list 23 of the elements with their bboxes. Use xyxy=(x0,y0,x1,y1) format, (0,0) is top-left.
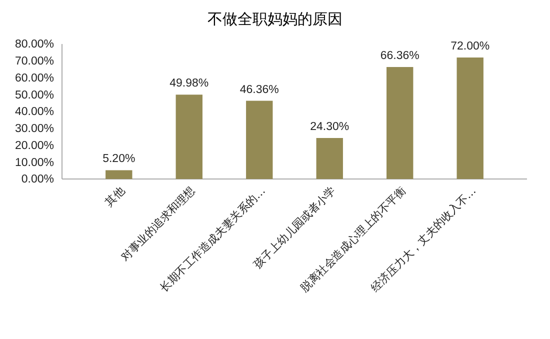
y-tick-label: 0.00% xyxy=(21,174,54,186)
data-label: 46.36% xyxy=(240,84,279,96)
bar xyxy=(246,100,273,179)
bar xyxy=(316,138,343,179)
bar xyxy=(456,58,484,179)
bar xyxy=(176,94,202,179)
data-label: 66.36% xyxy=(380,50,420,62)
y-tick-label: 50.00% xyxy=(14,89,54,102)
bar xyxy=(386,67,414,179)
y-tick-label: 40.00% xyxy=(14,106,54,118)
chart-title: 不做全职妈妈的原因 xyxy=(208,10,342,28)
y-tick-label: 10.00% xyxy=(14,156,54,169)
bar xyxy=(106,170,132,179)
y-tick-label: 60.00% xyxy=(14,72,54,84)
data-label: 49.98% xyxy=(170,78,209,90)
y-tick-label: 30.00% xyxy=(14,123,54,136)
y-tick-label: 20.00% xyxy=(14,140,54,152)
x-tick-label: 其他 xyxy=(102,184,128,210)
data-label: 24.30% xyxy=(310,120,350,133)
y-tick-label: 70.00% xyxy=(14,56,54,68)
y-tick-label: 80.00% xyxy=(14,38,54,51)
data-label: 5.20% xyxy=(102,153,136,166)
data-label: 72.00% xyxy=(450,40,490,52)
